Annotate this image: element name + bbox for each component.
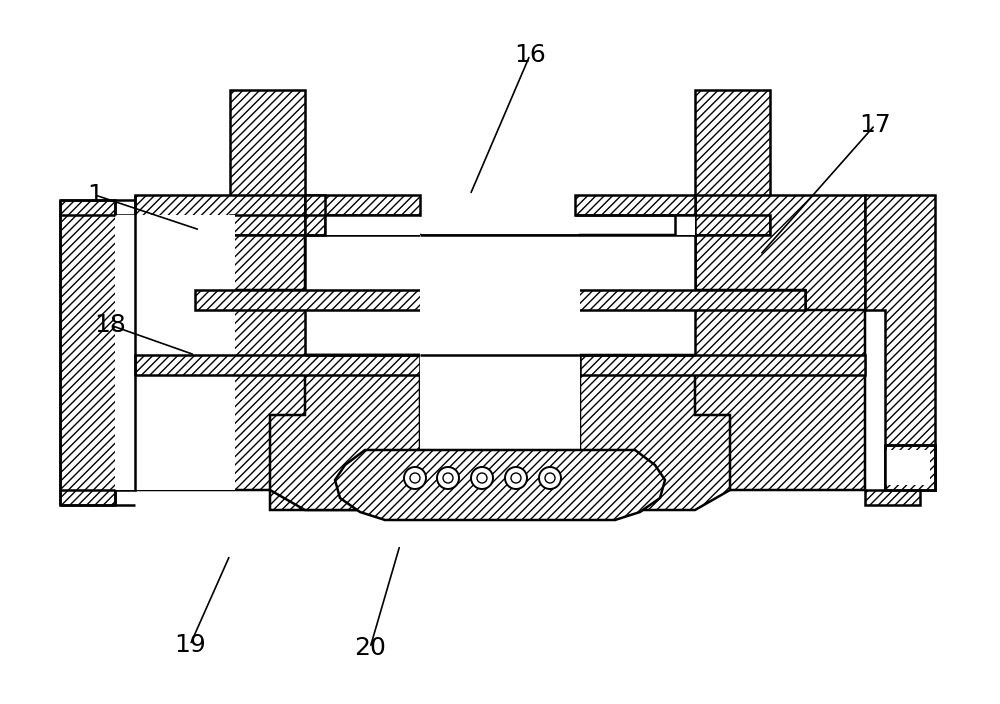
Text: 17: 17	[859, 113, 891, 137]
Polygon shape	[580, 235, 865, 490]
Circle shape	[505, 467, 527, 489]
Text: 20: 20	[354, 636, 386, 660]
Circle shape	[545, 473, 555, 483]
Polygon shape	[580, 355, 865, 375]
Polygon shape	[230, 90, 305, 235]
Circle shape	[477, 473, 487, 483]
Text: 19: 19	[174, 633, 206, 657]
Circle shape	[471, 467, 493, 489]
Circle shape	[443, 473, 453, 483]
Polygon shape	[885, 445, 935, 490]
Polygon shape	[575, 195, 695, 215]
Polygon shape	[420, 355, 580, 510]
Circle shape	[539, 467, 561, 489]
Polygon shape	[305, 195, 325, 235]
Polygon shape	[305, 235, 695, 355]
Polygon shape	[135, 195, 305, 310]
Text: 16: 16	[514, 43, 546, 67]
Polygon shape	[195, 290, 425, 310]
Circle shape	[404, 467, 426, 489]
Polygon shape	[60, 200, 135, 505]
Circle shape	[511, 473, 521, 483]
Polygon shape	[135, 355, 420, 375]
Text: 18: 18	[94, 313, 126, 337]
Polygon shape	[695, 90, 770, 235]
Polygon shape	[575, 290, 805, 310]
Polygon shape	[135, 235, 420, 490]
Polygon shape	[420, 235, 580, 355]
Polygon shape	[885, 450, 930, 485]
Polygon shape	[270, 355, 420, 510]
Polygon shape	[575, 215, 695, 235]
Polygon shape	[305, 195, 420, 215]
Circle shape	[437, 467, 459, 489]
Polygon shape	[695, 195, 865, 310]
Polygon shape	[115, 215, 235, 490]
Text: 1: 1	[87, 183, 103, 207]
Polygon shape	[305, 215, 420, 235]
Polygon shape	[270, 355, 420, 510]
Circle shape	[410, 473, 420, 483]
Polygon shape	[865, 195, 935, 505]
Polygon shape	[335, 450, 665, 520]
Polygon shape	[580, 355, 730, 510]
